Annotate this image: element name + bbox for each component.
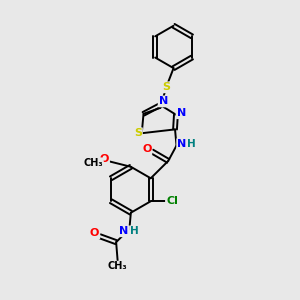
Text: O: O <box>100 154 109 164</box>
Text: S: S <box>162 82 170 92</box>
Text: O: O <box>142 144 152 154</box>
Text: CH₃: CH₃ <box>84 158 103 168</box>
Text: H: H <box>130 226 139 236</box>
Text: N: N <box>119 226 129 236</box>
Text: CH₃: CH₃ <box>108 261 127 271</box>
Text: S: S <box>134 128 142 138</box>
Text: O: O <box>90 228 99 238</box>
Text: N: N <box>177 108 186 118</box>
Text: N: N <box>177 139 186 149</box>
Text: N: N <box>159 96 168 106</box>
Text: H: H <box>188 139 196 149</box>
Text: Cl: Cl <box>166 196 178 206</box>
